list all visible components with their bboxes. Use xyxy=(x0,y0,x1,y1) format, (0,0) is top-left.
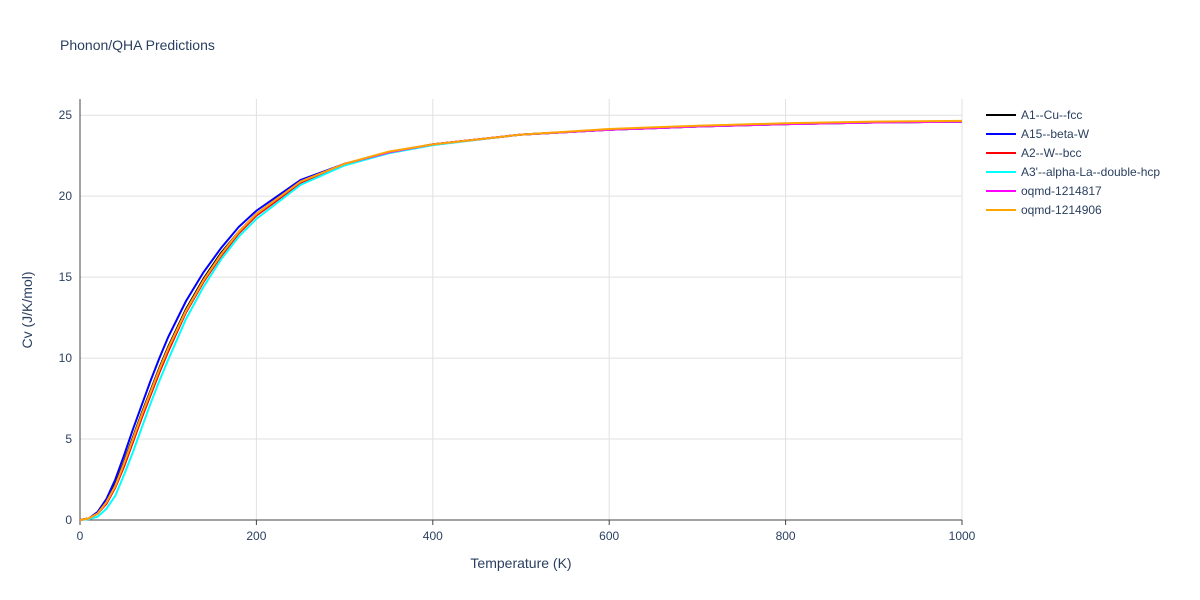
legend-label: A3'--alpha-La--double-hcp xyxy=(1021,165,1160,179)
x-tick-label: 400 xyxy=(423,529,443,543)
y-tick-label: 0 xyxy=(65,513,72,527)
legend-label: A15--beta-W xyxy=(1021,127,1090,141)
x-tick-label: 200 xyxy=(246,529,266,543)
series-line xyxy=(79,120,963,521)
y-tick-label: 15 xyxy=(59,270,73,284)
legend-label: oqmd-1214817 xyxy=(1021,184,1102,198)
y-tick-label: 25 xyxy=(59,108,73,122)
y-tick-label: 20 xyxy=(59,189,73,203)
series-line xyxy=(79,120,963,521)
chart-title: Phonon/QHA Predictions xyxy=(60,37,215,53)
series-line xyxy=(79,120,963,521)
legend-label: A2--W--bcc xyxy=(1021,146,1081,160)
x-tick-label: 600 xyxy=(599,529,619,543)
legend-label: oqmd-1214906 xyxy=(1021,203,1102,217)
x-tick-label: 800 xyxy=(776,529,796,543)
y-axis-label: Cv (J/K/mol) xyxy=(19,272,35,349)
series-line xyxy=(79,119,963,521)
y-tick-label: 5 xyxy=(65,432,72,446)
x-tick-label: 1000 xyxy=(949,529,976,543)
series-line xyxy=(79,120,963,521)
series-line xyxy=(79,120,963,521)
x-tick-label: 0 xyxy=(77,529,84,543)
legend-label: A1--Cu--fcc xyxy=(1021,108,1082,122)
y-tick-label: 10 xyxy=(59,351,73,365)
x-axis-label: Temperature (K) xyxy=(470,555,571,571)
